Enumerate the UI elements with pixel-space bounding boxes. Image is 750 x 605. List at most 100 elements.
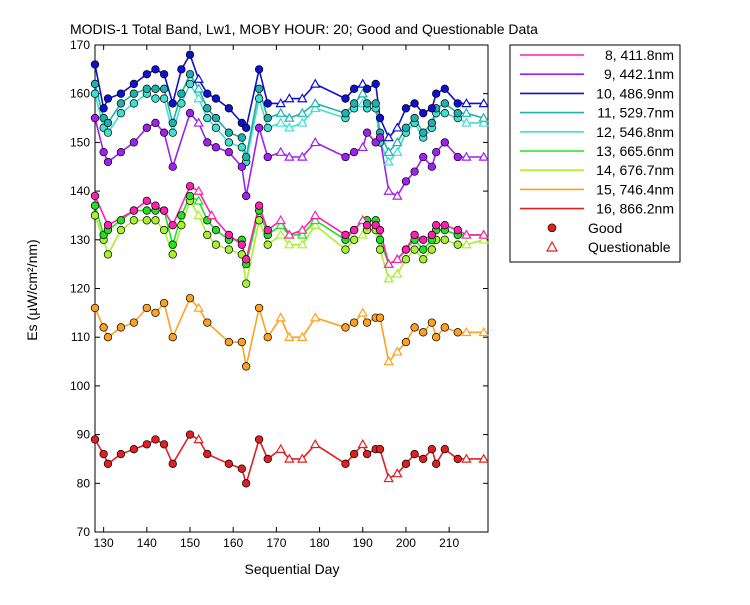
data-point-questionable [392, 146, 403, 156]
legend-good-marker [547, 223, 557, 233]
data-point-good [419, 109, 428, 118]
data-point-good [263, 113, 272, 123]
data-point-good [151, 201, 160, 210]
data-point-good [254, 84, 264, 93]
data-point-good [142, 123, 151, 132]
data-point-good [168, 250, 177, 259]
data-point-good [453, 225, 462, 235]
data-point-good [427, 230, 437, 240]
data-point-good [168, 459, 177, 468]
data-point-good [419, 245, 428, 254]
data-point-good [177, 89, 186, 98]
data-point-good [237, 337, 246, 347]
data-point-good [375, 445, 385, 454]
data-point-questionable [206, 210, 217, 220]
data-point-good [254, 201, 264, 210]
data-point-good [159, 70, 169, 79]
data-point-questionable [193, 185, 204, 195]
data-point-good [401, 177, 411, 186]
data-point-good [375, 225, 385, 235]
data-point-good [168, 99, 177, 108]
data-point-questionable [357, 214, 368, 225]
data-point-good [410, 167, 419, 176]
data-point-good [362, 318, 372, 327]
data-point-good [362, 99, 372, 108]
data-point-good [341, 109, 350, 118]
data-point-questionable [383, 473, 394, 483]
data-point-good [103, 128, 113, 137]
data-point-questionable [193, 434, 204, 444]
legend-good-label: Good [588, 220, 622, 236]
x-tick-label: 130 [94, 536, 114, 550]
legend-label: 8, 411.8nm [605, 47, 674, 63]
data-point-good [177, 65, 186, 74]
data-point-good [410, 245, 419, 254]
series-markers [90, 50, 489, 488]
data-point-good [129, 79, 139, 89]
data-point-good [237, 143, 246, 152]
data-point-good [185, 79, 195, 89]
data-point-good [90, 79, 100, 89]
data-point-good [410, 449, 419, 459]
data-point-questionable [392, 346, 403, 356]
y-tick-label: 80 [77, 476, 91, 490]
data-point-good [224, 245, 234, 254]
data-point-questionable [310, 136, 321, 147]
data-point-good [224, 459, 234, 468]
data-point-good [211, 94, 221, 103]
data-point-good [90, 191, 100, 201]
data-point-questionable [193, 302, 204, 312]
data-point-good [401, 104, 411, 113]
data-point-good [185, 191, 195, 201]
data-point-good [116, 99, 126, 108]
data-point-questionable [383, 356, 394, 366]
data-point-good [203, 318, 212, 327]
data-point-questionable [478, 98, 489, 108]
data-point-questionable [461, 151, 472, 161]
data-point-questionable [383, 185, 394, 195]
data-point-good [427, 118, 437, 128]
data-point-questionable [461, 107, 472, 117]
data-point-good [142, 206, 151, 215]
data-point-good [349, 235, 359, 244]
data-point-good [203, 113, 212, 123]
data-point-good [211, 113, 221, 123]
data-point-good [242, 255, 251, 264]
data-point-questionable [392, 190, 403, 200]
data-point-questionable [383, 258, 394, 268]
chart-title: MODIS-1 Total Band, Lw1, MOBY HOUR: 20; … [70, 21, 538, 37]
data-point-questionable [284, 453, 295, 463]
data-point-good [362, 449, 372, 459]
y-axis: 70 80 90 100 110 120 130 140 150 160 170 [70, 38, 488, 539]
data-point-questionable [357, 78, 368, 88]
data-point-good [159, 225, 169, 235]
data-point-questionable [383, 273, 394, 283]
data-point-good [375, 133, 385, 142]
legend-label: 16, 866.2nm [596, 201, 674, 217]
data-point-questionable [392, 468, 403, 478]
data-point-good [90, 435, 100, 444]
data-point-questionable [310, 78, 321, 88]
data-point-good [211, 225, 221, 235]
data-point-good [99, 104, 108, 113]
data-point-questionable [478, 326, 489, 337]
data-point-good [427, 445, 437, 454]
data-point-good [151, 435, 160, 444]
data-point-good [427, 318, 437, 327]
data-point-good [151, 94, 160, 103]
data-point-good [341, 94, 350, 103]
data-point-questionable [275, 312, 286, 322]
data-point-good [254, 123, 264, 132]
data-point-good [242, 279, 251, 288]
data-point-questionable [310, 102, 321, 113]
data-point-good [224, 138, 234, 147]
data-point-good [203, 138, 212, 147]
data-point-good [211, 143, 221, 152]
data-point-questionable [478, 229, 489, 239]
data-point-good [401, 459, 411, 468]
data-point-good [151, 84, 160, 93]
data-point-good [116, 449, 126, 459]
legend-label: 15, 746.4nm [596, 181, 674, 197]
data-point-good [116, 216, 126, 225]
data-point-good [453, 454, 462, 464]
